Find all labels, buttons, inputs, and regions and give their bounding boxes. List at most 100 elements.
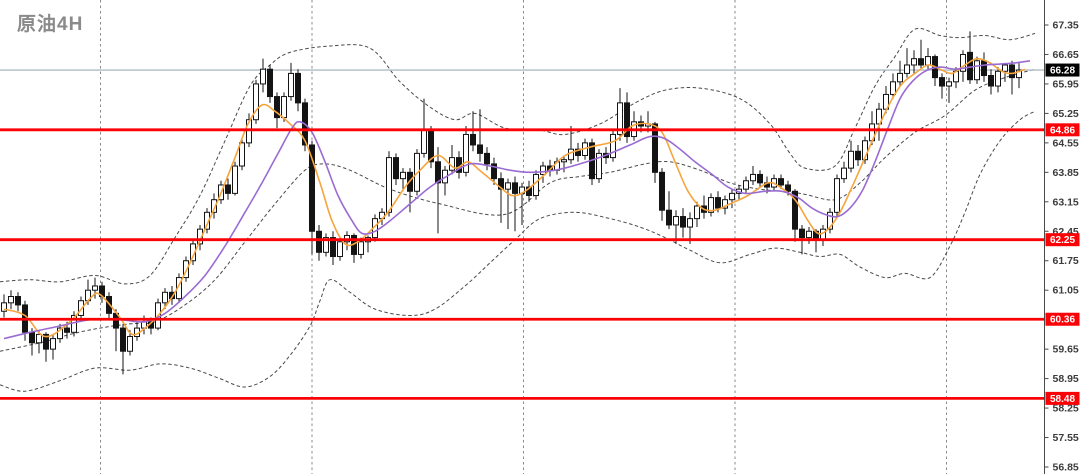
- candle-up: [8, 296, 14, 304]
- axis-label: 63.85: [1053, 167, 1079, 179]
- candle-down: [330, 237, 336, 258]
- candle-down: [666, 209, 672, 226]
- candle-down: [988, 75, 994, 87]
- bollinger-bands: [0, 27, 1036, 392]
- candle-up: [995, 70, 1001, 87]
- gridlines: [100, 0, 947, 474]
- candle-up: [232, 165, 238, 194]
- fast-moving-average: [3, 57, 1026, 338]
- moving-averages: [3, 57, 1031, 340]
- candle-up: [358, 241, 364, 255]
- candle-down: [29, 331, 35, 344]
- candle-down: [64, 327, 70, 333]
- candle-up: [841, 167, 847, 180]
- candle-up: [540, 165, 546, 175]
- candle-up: [673, 216, 679, 226]
- candle-up: [687, 218, 693, 228]
- level-price-badge-label: 60.36: [1050, 315, 1075, 326]
- candle-up: [708, 197, 714, 213]
- candle-down: [43, 333, 49, 350]
- candle-up: [1002, 64, 1008, 72]
- current-price-badge-label: 66.28: [1050, 66, 1075, 77]
- candle-up: [694, 205, 700, 220]
- candle-up: [1, 302, 7, 312]
- bollinger-lower: [0, 110, 1036, 392]
- candle-down: [491, 163, 497, 180]
- candle-down: [680, 216, 686, 228]
- bollinger-middle: [0, 68, 1036, 352]
- candle-down: [15, 296, 21, 306]
- candle-up: [820, 228, 826, 241]
- candle-up: [890, 81, 896, 95]
- candle-down: [778, 178, 784, 186]
- axis-label: 64.55: [1053, 137, 1079, 149]
- candle-up: [421, 129, 427, 154]
- candle-down: [498, 178, 504, 190]
- candle-down: [309, 144, 315, 232]
- candle-up: [183, 260, 189, 279]
- candle-down: [659, 171, 665, 211]
- axis-label: 61.05: [1053, 285, 1079, 297]
- candle-up: [505, 182, 511, 190]
- candle-down: [757, 173, 763, 184]
- candle-up: [596, 152, 602, 180]
- axis-label: 58.25: [1053, 403, 1079, 415]
- candle-down: [477, 144, 483, 154]
- candle-up: [617, 102, 623, 135]
- candle-down: [316, 230, 322, 253]
- axis-label: 59.65: [1053, 344, 1079, 356]
- candle-up: [925, 56, 931, 66]
- level-price-badge: [1045, 391, 1080, 405]
- candle-up: [911, 58, 917, 66]
- candle-down: [169, 291, 175, 300]
- candle-up: [743, 180, 749, 190]
- price-axis: 67.3566.6565.9565.2564.5563.8563.1562.45…: [1044, 0, 1080, 474]
- candle-up: [806, 230, 812, 239]
- level-price-badge: [1045, 233, 1080, 247]
- candle-up: [561, 159, 567, 163]
- slow-moving-average: [3, 60, 1031, 340]
- candle-down: [470, 133, 476, 146]
- candle-up: [162, 291, 168, 304]
- candle-up: [50, 338, 56, 350]
- candle-down: [624, 102, 630, 138]
- candle-up: [1016, 69, 1022, 79]
- axis-label: 65.95: [1053, 78, 1079, 90]
- axis-label: 67.35: [1053, 20, 1079, 32]
- candle-down: [799, 228, 805, 239]
- candle-up: [323, 237, 329, 253]
- candle-up: [57, 327, 63, 340]
- axis-label: 63.15: [1053, 196, 1079, 208]
- candle-up: [722, 199, 728, 209]
- candle-up: [876, 108, 882, 125]
- candle-up: [127, 336, 133, 352]
- candle-up: [36, 333, 42, 344]
- candle-up: [253, 83, 259, 121]
- candle-up: [946, 81, 952, 87]
- candle-down: [435, 161, 441, 184]
- candle-down: [575, 148, 581, 156]
- candle-down: [918, 58, 924, 66]
- axis-label: 57.55: [1053, 432, 1079, 444]
- candle-up: [400, 171, 406, 180]
- candle-down: [981, 60, 987, 77]
- candle-down: [855, 150, 861, 161]
- candle-up: [288, 72, 294, 98]
- candle-down: [267, 68, 273, 98]
- candle-up: [834, 178, 840, 213]
- candle-up: [260, 68, 266, 85]
- candle-up: [827, 211, 833, 230]
- candle-up: [610, 133, 616, 159]
- candle-up: [337, 241, 343, 258]
- candle-down: [715, 197, 721, 209]
- candle-up: [974, 60, 980, 81]
- candle-down: [785, 184, 791, 192]
- axis-label: 58.95: [1053, 373, 1079, 385]
- candle-up: [246, 119, 252, 144]
- level-price-badge: [1045, 312, 1080, 326]
- level-price-badge-label: 58.48: [1050, 394, 1075, 405]
- axis-label: 66.65: [1053, 49, 1079, 61]
- candles: [1, 31, 1022, 375]
- chart-title: 原油4H: [17, 14, 84, 35]
- candle-up: [904, 64, 910, 74]
